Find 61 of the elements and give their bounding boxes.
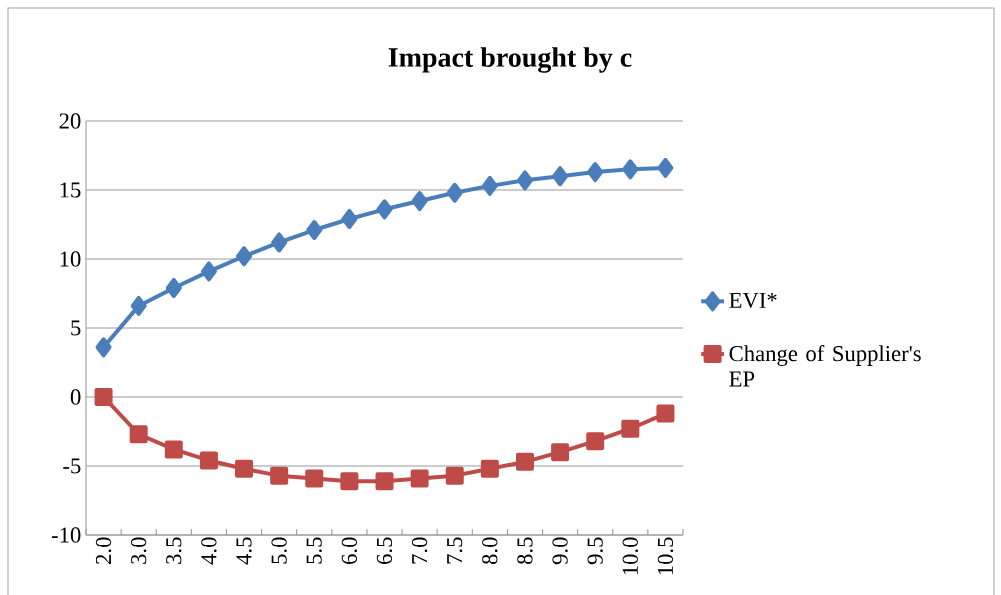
point xyxy=(375,472,394,491)
point xyxy=(164,440,183,459)
point xyxy=(445,466,464,485)
legend-label: Change of Supplier's EP xyxy=(729,345,921,387)
x-tick-label: 5.0 xyxy=(271,537,287,564)
x-tick-label: 8.5 xyxy=(517,537,533,565)
point xyxy=(621,419,640,438)
point xyxy=(446,182,463,203)
y-tick-label: 15 xyxy=(60,182,81,198)
x-tick-label: 7.5 xyxy=(447,537,463,564)
point xyxy=(376,199,393,220)
point xyxy=(95,337,112,358)
x-tick-label: 5.5 xyxy=(306,537,322,564)
point xyxy=(306,220,323,241)
point xyxy=(586,432,605,451)
point xyxy=(270,466,289,485)
point xyxy=(411,191,428,212)
x-tick-label: 6.0 xyxy=(341,537,358,564)
point xyxy=(305,469,324,488)
point xyxy=(130,295,147,316)
x-tick-label: 4.5 xyxy=(236,537,252,565)
y-tick-label: -5 xyxy=(63,458,81,474)
point xyxy=(94,387,113,406)
point xyxy=(552,166,569,187)
point xyxy=(271,232,288,253)
y-tick-label: 20 xyxy=(59,113,81,129)
chart-title: Impact brought by c xyxy=(388,47,632,73)
point xyxy=(480,459,499,478)
point xyxy=(410,469,429,488)
y-tick-label: 5 xyxy=(71,320,81,336)
legend-label: EVI* xyxy=(729,292,777,309)
y-tick-label: 10 xyxy=(60,251,81,267)
x-tick-label: 7.0 xyxy=(411,537,428,564)
point xyxy=(515,452,534,471)
point xyxy=(236,246,253,267)
y-tick-label: -10 xyxy=(51,527,81,543)
point xyxy=(587,162,604,183)
y-tick-label: 0 xyxy=(70,389,81,405)
x-tick-label: 10.5 xyxy=(657,537,674,575)
point xyxy=(657,157,674,178)
x-tick-label: 9.5 xyxy=(587,537,603,565)
point xyxy=(341,208,358,229)
point xyxy=(129,425,148,444)
x-tick-label: 3.0 xyxy=(130,537,147,564)
x-tick-label: 4.0 xyxy=(201,537,217,565)
point xyxy=(199,451,218,470)
x-tick-label: 3.5 xyxy=(166,537,182,564)
point xyxy=(200,261,217,282)
point xyxy=(622,159,639,180)
x-tick-label: 10.0 xyxy=(622,537,639,575)
point xyxy=(340,472,359,491)
x-tick-label: 9.0 xyxy=(552,537,568,565)
point xyxy=(481,175,498,196)
point xyxy=(235,459,254,478)
point xyxy=(656,404,675,423)
x-tick-label: 6.5 xyxy=(376,537,393,564)
point xyxy=(551,443,570,462)
x-tick-label: 2.0 xyxy=(95,537,112,564)
point xyxy=(165,277,182,298)
x-tick-label: 8.0 xyxy=(482,537,498,565)
point xyxy=(516,170,533,191)
